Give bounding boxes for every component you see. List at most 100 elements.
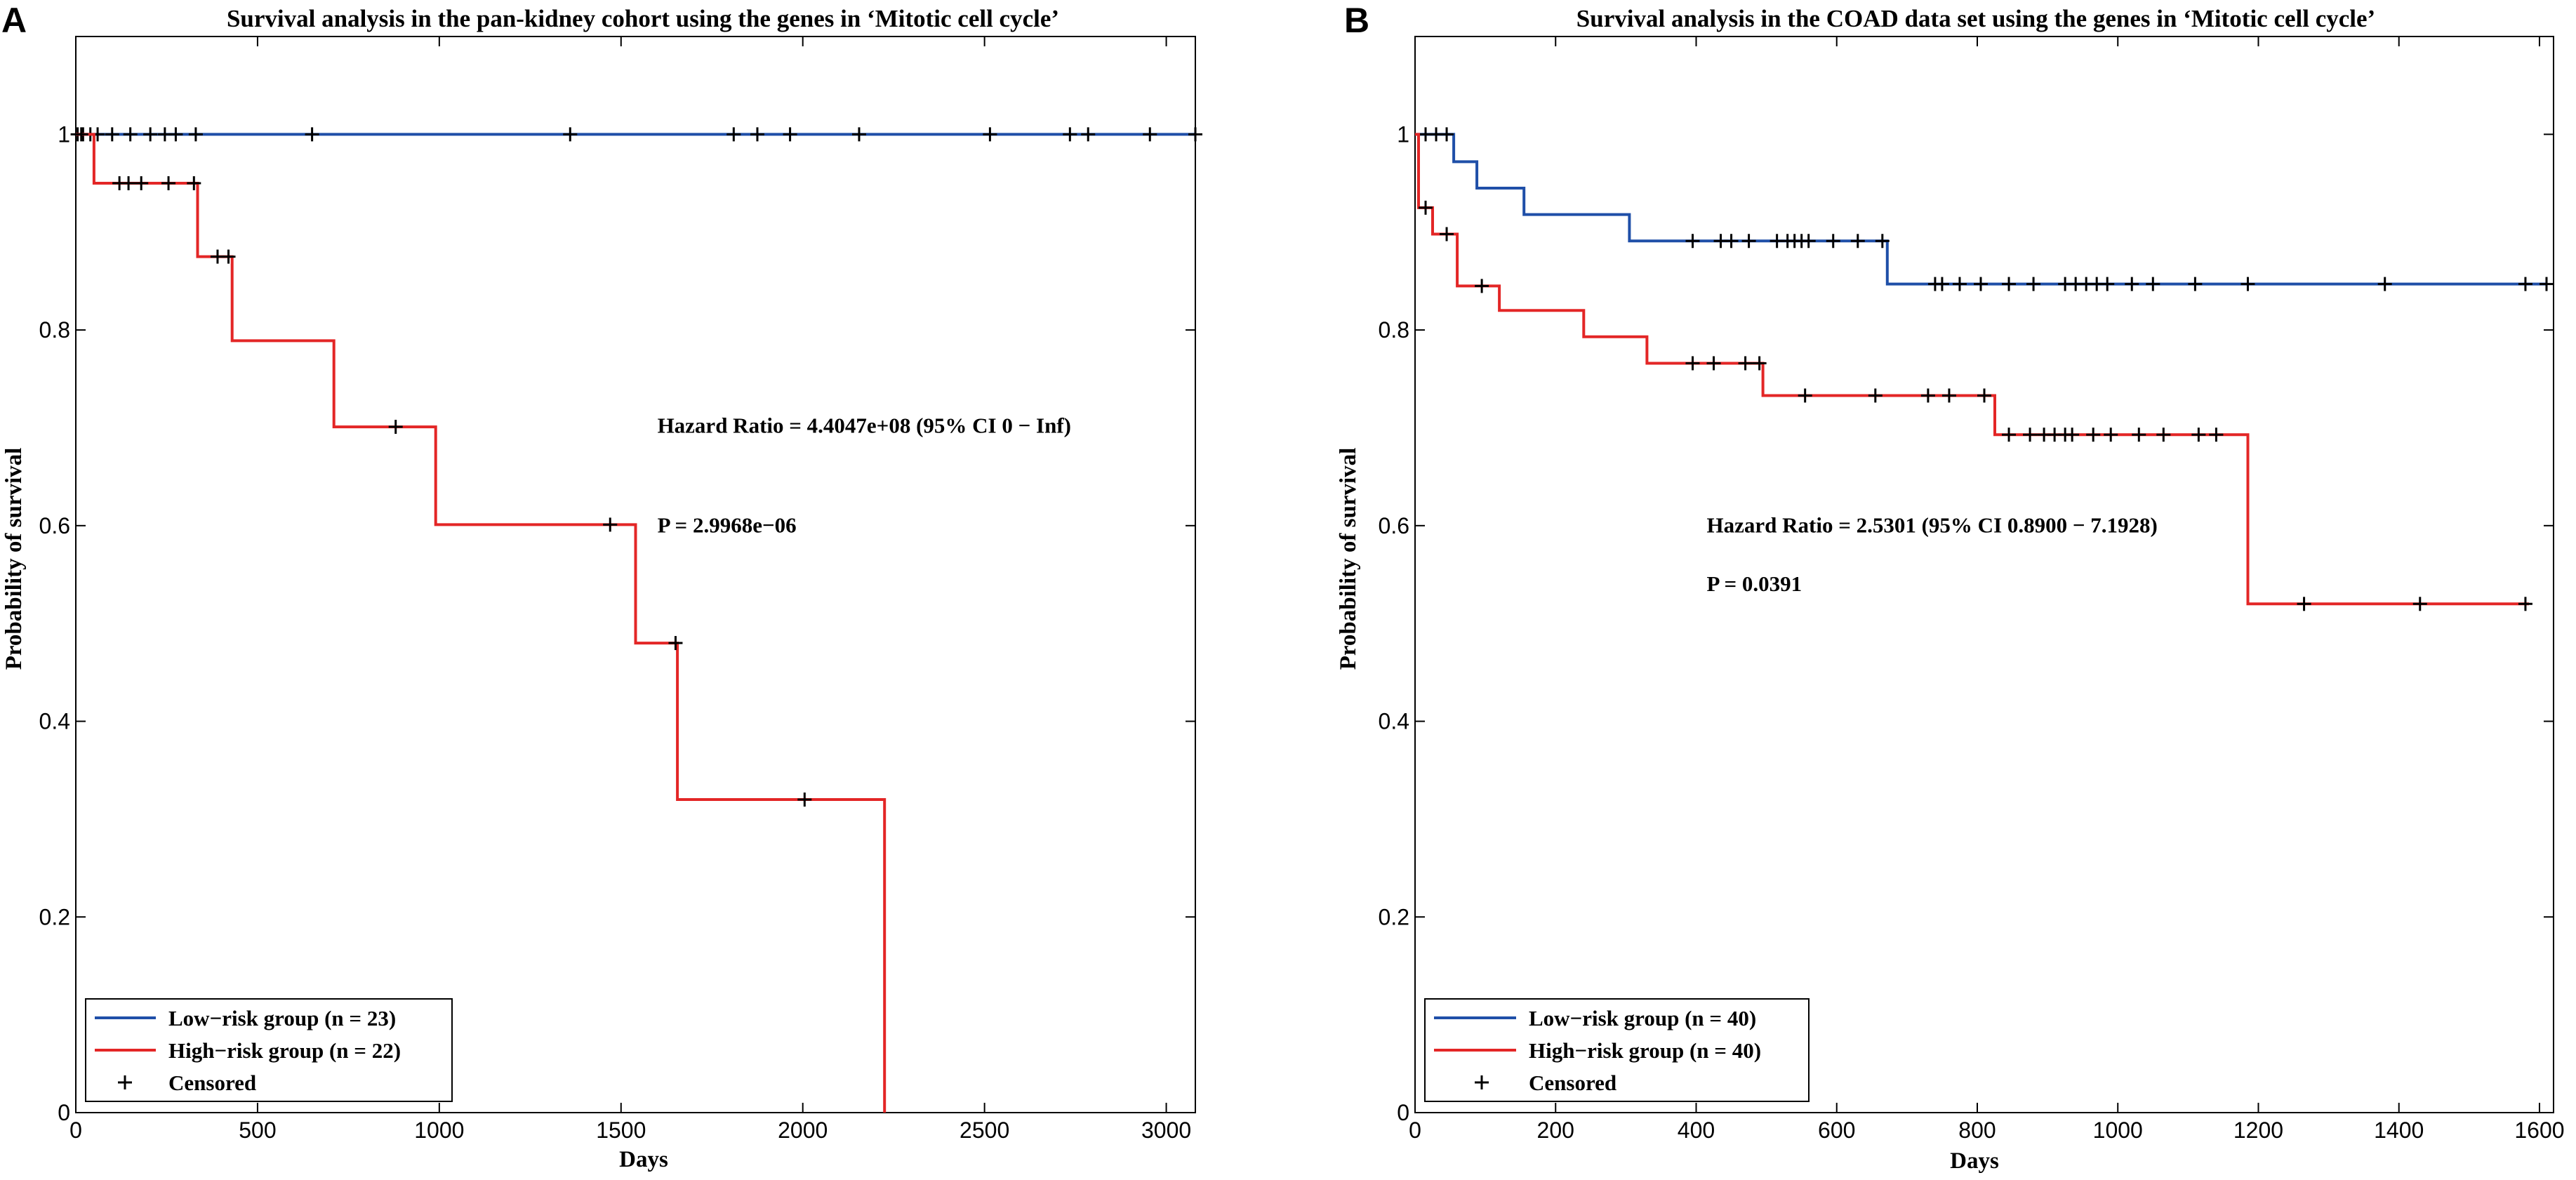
legend-censored-label: Censored bbox=[168, 1070, 256, 1095]
y-tick-label: 0.8 bbox=[1379, 317, 1409, 343]
censored-marker bbox=[121, 176, 136, 191]
panel-letter: A bbox=[1, 1, 27, 40]
censored-marker bbox=[134, 176, 149, 191]
x-tick-label: 1000 bbox=[2093, 1118, 2143, 1143]
annotation-pvalue: P = 2.9968e−06 bbox=[658, 513, 797, 538]
legend-censored-marker bbox=[1475, 1075, 1489, 1089]
censored-marker bbox=[1850, 234, 1865, 248]
legend-low-risk-label: Low−risk group (n = 40) bbox=[1529, 1006, 1756, 1030]
series-low-risk-line bbox=[1415, 133, 2547, 286]
x-axis-ticks: 0 500 1000 1500 2000 2500 3000 bbox=[69, 37, 1191, 1143]
series-layer bbox=[1415, 127, 2554, 611]
series-high-risk-line bbox=[76, 133, 887, 1113]
censored-marker bbox=[983, 127, 997, 142]
legend: Low−risk group (n = 23) High−risk group … bbox=[85, 998, 453, 1102]
censored-marker bbox=[1188, 127, 1202, 142]
censored-marker bbox=[797, 793, 812, 807]
annotations: Hazard Ratio = 4.4047e+08 (95% CI 0 − In… bbox=[658, 413, 1071, 537]
censored-marker bbox=[187, 176, 201, 191]
x-axis-ticks: 0 200 400 600 800 1000 1200 1400 1600 bbox=[1409, 37, 2565, 1143]
censored-marker bbox=[1741, 234, 1756, 248]
censored-marker bbox=[1724, 234, 1739, 248]
censored-marker bbox=[168, 127, 183, 142]
censored-marker bbox=[1440, 127, 1454, 142]
y-tick-label: 1 bbox=[1397, 121, 1409, 147]
series-layer bbox=[70, 127, 1202, 1113]
censored-marker bbox=[2146, 277, 2160, 291]
censored-marker bbox=[161, 176, 176, 191]
censored-marker bbox=[2209, 427, 2224, 442]
censored-marker bbox=[188, 127, 203, 142]
panel-b: B Survival analysis in the COAD data set… bbox=[1336, 1, 2565, 1174]
x-tick-label: 1500 bbox=[596, 1118, 646, 1143]
censored-marker bbox=[1941, 388, 1956, 403]
censored-marker bbox=[1419, 200, 1433, 215]
annotation-pvalue: P = 0.0391 bbox=[1707, 571, 1802, 596]
censored-marker bbox=[2100, 277, 2115, 291]
y-axis-label: Probability of survival bbox=[1336, 448, 1361, 670]
legend-high-risk-label: High−risk group (n = 22) bbox=[168, 1038, 401, 1063]
censored-marker bbox=[221, 249, 236, 264]
x-tick-label: 3000 bbox=[1141, 1118, 1191, 1143]
censored-marker bbox=[783, 127, 797, 142]
censored-marker bbox=[2026, 277, 2041, 291]
y-tick-label: 0.4 bbox=[1379, 709, 1409, 734]
plot-frame bbox=[75, 36, 1196, 1113]
panel-letter: B bbox=[1344, 1, 1369, 40]
censored-marker bbox=[1801, 234, 1816, 248]
censored-marker bbox=[668, 636, 683, 651]
x-tick-label: 1200 bbox=[2233, 1118, 2283, 1143]
x-tick-label: 0 bbox=[1409, 1118, 1421, 1143]
censored-marker bbox=[305, 127, 319, 142]
y-tick-label: 1 bbox=[58, 121, 70, 147]
censored-marker bbox=[1685, 234, 1700, 248]
y-tick-label: 0.6 bbox=[1379, 513, 1409, 538]
censored-marker bbox=[2086, 427, 2101, 442]
legend-censored-label: Censored bbox=[1529, 1070, 1616, 1095]
y-tick-label: 0.2 bbox=[1379, 904, 1409, 929]
censored-marker bbox=[2518, 277, 2532, 291]
censored-marker bbox=[2132, 427, 2146, 442]
censored-marker bbox=[726, 127, 741, 142]
censored-marker bbox=[1934, 277, 1949, 291]
censored-marker bbox=[2156, 427, 2171, 442]
censored-marker bbox=[2023, 427, 2038, 442]
censored-marker bbox=[563, 127, 578, 142]
censored-marker bbox=[1475, 279, 1489, 293]
annotations: Hazard Ratio = 2.5301 (95% CI 0.8900 − 7… bbox=[1707, 513, 2158, 597]
censored-marker bbox=[851, 127, 866, 142]
series-high-risk-line bbox=[1415, 133, 2529, 606]
censored-marker bbox=[2002, 277, 2017, 291]
x-tick-label: 600 bbox=[1818, 1118, 1855, 1143]
x-axis-label: Days bbox=[619, 1147, 668, 1172]
y-tick-label: 0.4 bbox=[39, 709, 70, 734]
censored-marker bbox=[1738, 356, 1753, 371]
x-tick-label: 200 bbox=[1537, 1118, 1574, 1143]
y-axis-ticks: 0 0.2 0.4 0.6 0.8 1 bbox=[39, 121, 1195, 1125]
censored-marker bbox=[123, 127, 138, 142]
censored-marker bbox=[2377, 277, 2392, 291]
x-tick-label: 2500 bbox=[960, 1118, 1009, 1143]
censored-marker bbox=[2412, 597, 2427, 611]
y-tick-label: 0 bbox=[1397, 1100, 1409, 1125]
censored-marker bbox=[143, 127, 158, 142]
censored-marker bbox=[1973, 277, 1988, 291]
censored-marker bbox=[1063, 127, 1077, 142]
censored-marker bbox=[2518, 597, 2532, 611]
censored-marker bbox=[1081, 127, 1096, 142]
plot-frame bbox=[1414, 36, 2554, 1113]
censored-marker bbox=[2539, 277, 2554, 291]
censored-marker bbox=[2240, 277, 2255, 291]
censored-marker bbox=[1920, 388, 1935, 403]
x-tick-label: 1400 bbox=[2374, 1118, 2424, 1143]
chart-title: Survival analysis in the pan-kidney coho… bbox=[227, 5, 1059, 32]
y-axis-label: Probability of survival bbox=[1, 448, 27, 670]
censored-marker bbox=[1440, 227, 1454, 241]
censored-marker bbox=[2191, 427, 2206, 442]
censored-marker bbox=[105, 127, 119, 142]
y-tick-label: 0 bbox=[58, 1100, 70, 1125]
censored-marker bbox=[1752, 356, 1767, 371]
censored-marker bbox=[2125, 277, 2139, 291]
censored-marker bbox=[1952, 277, 1967, 291]
y-axis-ticks: 0 0.2 0.4 0.6 0.8 1 bbox=[1379, 121, 2554, 1125]
